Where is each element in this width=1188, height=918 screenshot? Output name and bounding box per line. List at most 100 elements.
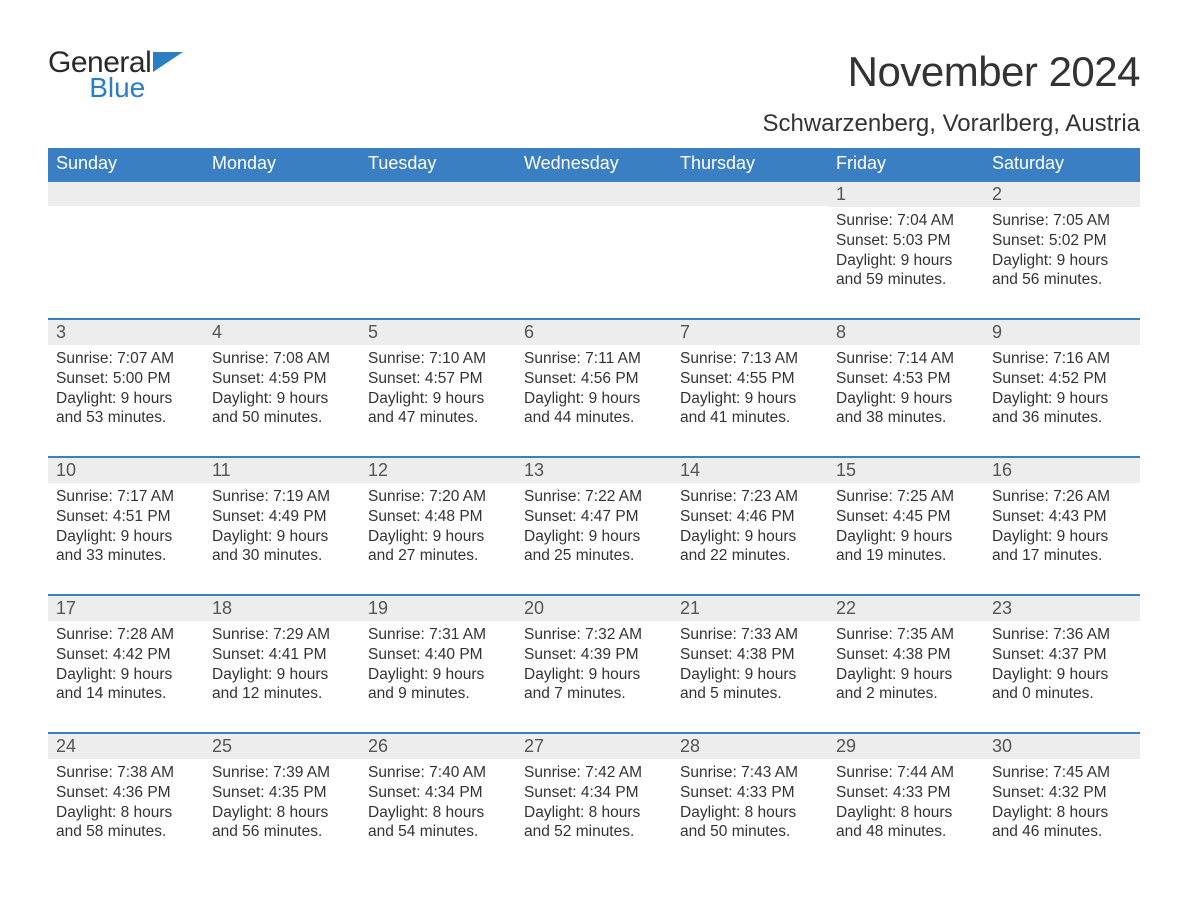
logo-word-blue: Blue — [89, 74, 145, 102]
day-number: 27 — [516, 734, 672, 759]
day-number: 24 — [48, 734, 204, 759]
day-sunset: Sunset: 4:45 PM — [836, 507, 976, 527]
title-block: November 2024 Schwarzenberg, Vorarlberg,… — [762, 48, 1140, 138]
day-d2: and 56 minutes. — [992, 270, 1132, 290]
day-number-row: 27 — [516, 732, 672, 759]
day-sunrise: Sunrise: 7:11 AM — [524, 349, 664, 369]
day-sunset: Sunset: 4:57 PM — [368, 369, 508, 389]
day-number-row — [516, 180, 672, 206]
weekday-header: Monday — [204, 148, 360, 180]
week-row: 10Sunrise: 7:17 AMSunset: 4:51 PMDayligh… — [48, 456, 1140, 594]
day-number: 12 — [360, 458, 516, 483]
day-number-row: 26 — [360, 732, 516, 759]
empty-day-cell — [204, 180, 360, 318]
day-d2: and 41 minutes. — [680, 408, 820, 428]
day-number-row: 24 — [48, 732, 204, 759]
day-sunrise: Sunrise: 7:13 AM — [680, 349, 820, 369]
empty-day-cell — [516, 180, 672, 318]
day-number-row: 11 — [204, 456, 360, 483]
logo: General Blue — [48, 48, 183, 102]
day-sunrise: Sunrise: 7:45 AM — [992, 763, 1132, 783]
day-cell: 21Sunrise: 7:33 AMSunset: 4:38 PMDayligh… — [672, 594, 828, 732]
day-number: 20 — [516, 596, 672, 621]
weekday-header: Wednesday — [516, 148, 672, 180]
day-d2: and 33 minutes. — [56, 546, 196, 566]
day-d1: Daylight: 9 hours — [212, 389, 352, 409]
day-body: Sunrise: 7:35 AMSunset: 4:38 PMDaylight:… — [828, 621, 984, 712]
day-sunset: Sunset: 4:53 PM — [836, 369, 976, 389]
day-cell: 4Sunrise: 7:08 AMSunset: 4:59 PMDaylight… — [204, 318, 360, 456]
day-d1: Daylight: 9 hours — [680, 527, 820, 547]
day-cell: 12Sunrise: 7:20 AMSunset: 4:48 PMDayligh… — [360, 456, 516, 594]
day-sunset: Sunset: 5:00 PM — [56, 369, 196, 389]
day-cell: 9Sunrise: 7:16 AMSunset: 4:52 PMDaylight… — [984, 318, 1140, 456]
day-cell: 8Sunrise: 7:14 AMSunset: 4:53 PMDaylight… — [828, 318, 984, 456]
day-number: 19 — [360, 596, 516, 621]
day-number: 28 — [672, 734, 828, 759]
day-d1: Daylight: 9 hours — [836, 251, 976, 271]
day-cell: 15Sunrise: 7:25 AMSunset: 4:45 PMDayligh… — [828, 456, 984, 594]
day-sunset: Sunset: 4:49 PM — [212, 507, 352, 527]
day-sunset: Sunset: 4:39 PM — [524, 645, 664, 665]
day-sunrise: Sunrise: 7:08 AM — [212, 349, 352, 369]
day-d2: and 48 minutes. — [836, 822, 976, 842]
weekday-header: Friday — [828, 148, 984, 180]
day-body: Sunrise: 7:05 AMSunset: 5:02 PMDaylight:… — [984, 207, 1140, 298]
day-sunrise: Sunrise: 7:33 AM — [680, 625, 820, 645]
day-number-row: 22 — [828, 594, 984, 621]
day-number-row: 18 — [204, 594, 360, 621]
day-body: Sunrise: 7:43 AMSunset: 4:33 PMDaylight:… — [672, 759, 828, 850]
day-sunrise: Sunrise: 7:35 AM — [836, 625, 976, 645]
day-sunrise: Sunrise: 7:16 AM — [992, 349, 1132, 369]
day-d2: and 2 minutes. — [836, 684, 976, 704]
day-body: Sunrise: 7:07 AMSunset: 5:00 PMDaylight:… — [48, 345, 204, 436]
day-number-row: 12 — [360, 456, 516, 483]
day-d2: and 22 minutes. — [680, 546, 820, 566]
day-number: 16 — [984, 458, 1140, 483]
day-body: Sunrise: 7:14 AMSunset: 4:53 PMDaylight:… — [828, 345, 984, 436]
day-sunset: Sunset: 4:56 PM — [524, 369, 664, 389]
day-d1: Daylight: 9 hours — [836, 527, 976, 547]
day-sunset: Sunset: 4:33 PM — [836, 783, 976, 803]
day-cell: 1Sunrise: 7:04 AMSunset: 5:03 PMDaylight… — [828, 180, 984, 318]
weekday-header: Tuesday — [360, 148, 516, 180]
day-sunrise: Sunrise: 7:31 AM — [368, 625, 508, 645]
weekday-header: Thursday — [672, 148, 828, 180]
day-number-row: 3 — [48, 318, 204, 345]
day-d2: and 50 minutes. — [680, 822, 820, 842]
day-number-row: 13 — [516, 456, 672, 483]
day-body: Sunrise: 7:20 AMSunset: 4:48 PMDaylight:… — [360, 483, 516, 574]
day-cell: 30Sunrise: 7:45 AMSunset: 4:32 PMDayligh… — [984, 732, 1140, 870]
day-d1: Daylight: 9 hours — [524, 527, 664, 547]
day-cell: 3Sunrise: 7:07 AMSunset: 5:00 PMDaylight… — [48, 318, 204, 456]
logo-text: General Blue — [48, 48, 151, 102]
day-sunrise: Sunrise: 7:26 AM — [992, 487, 1132, 507]
day-number-row: 20 — [516, 594, 672, 621]
day-number: 4 — [204, 320, 360, 345]
day-cell: 27Sunrise: 7:42 AMSunset: 4:34 PMDayligh… — [516, 732, 672, 870]
day-d2: and 7 minutes. — [524, 684, 664, 704]
day-d2: and 38 minutes. — [836, 408, 976, 428]
day-cell: 20Sunrise: 7:32 AMSunset: 4:39 PMDayligh… — [516, 594, 672, 732]
day-sunrise: Sunrise: 7:17 AM — [56, 487, 196, 507]
day-number-row: 21 — [672, 594, 828, 621]
day-sunset: Sunset: 4:32 PM — [992, 783, 1132, 803]
day-cell: 14Sunrise: 7:23 AMSunset: 4:46 PMDayligh… — [672, 456, 828, 594]
day-sunset: Sunset: 4:46 PM — [680, 507, 820, 527]
day-sunset: Sunset: 4:55 PM — [680, 369, 820, 389]
day-number-row — [360, 180, 516, 206]
day-d1: Daylight: 8 hours — [212, 803, 352, 823]
day-sunset: Sunset: 4:42 PM — [56, 645, 196, 665]
day-cell: 2Sunrise: 7:05 AMSunset: 5:02 PMDaylight… — [984, 180, 1140, 318]
day-number-row: 17 — [48, 594, 204, 621]
day-body: Sunrise: 7:28 AMSunset: 4:42 PMDaylight:… — [48, 621, 204, 712]
day-cell: 28Sunrise: 7:43 AMSunset: 4:33 PMDayligh… — [672, 732, 828, 870]
day-number: 10 — [48, 458, 204, 483]
day-d1: Daylight: 9 hours — [368, 527, 508, 547]
day-number: 11 — [204, 458, 360, 483]
day-sunrise: Sunrise: 7:19 AM — [212, 487, 352, 507]
day-sunrise: Sunrise: 7:32 AM — [524, 625, 664, 645]
day-d1: Daylight: 9 hours — [992, 527, 1132, 547]
empty-day-cell — [48, 180, 204, 318]
day-sunrise: Sunrise: 7:28 AM — [56, 625, 196, 645]
